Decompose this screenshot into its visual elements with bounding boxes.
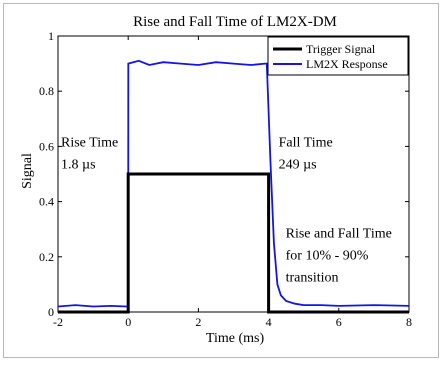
- annotations-layer: Rise Time 1.8 µs Fall Time 249 µs Rise and F…: [61, 135, 392, 285]
- y-tick-label: 0.8: [39, 84, 54, 98]
- series-trigger-signal-line: [58, 172, 409, 314]
- x-tick-label: 6: [336, 315, 342, 329]
- annotation-text: 249 µs: [279, 157, 317, 172]
- annotation-text: Rise and Fall Time: [286, 226, 392, 241]
- annotation-text: Rise Time: [61, 135, 118, 150]
- annotation-text: for 10% - 90%: [286, 249, 369, 264]
- legend-box: [267, 36, 409, 76]
- y-tick-label: 0.6: [39, 139, 54, 153]
- y-tick-label: 0.2: [39, 250, 54, 264]
- legend-entry: Trigger Signal: [306, 42, 376, 56]
- y-tick-label: 0: [48, 305, 54, 319]
- x-axis-label: Time (ms): [206, 331, 265, 346]
- x-tick-label: -2: [53, 315, 63, 329]
- ticks-layer: -2 0 2 4 6 800.20.40.60.81: [39, 29, 412, 329]
- legend-entry: LM2X Response: [306, 57, 388, 71]
- x-tick-label: 2: [195, 315, 201, 329]
- annotation-text: transition: [286, 271, 339, 286]
- y-axis-label: Signal: [20, 153, 35, 189]
- annotation-text: 1.8 µs: [61, 157, 96, 172]
- x-tick-label: 8: [406, 315, 412, 329]
- annotation-text: Fall Time: [279, 135, 333, 150]
- y-tick-label: 1: [48, 29, 54, 43]
- y-tick-label: 0.4: [39, 195, 54, 209]
- chart-title: Rise and Fall Time of LM2X-DM: [133, 14, 337, 30]
- x-tick-label: 4: [266, 315, 272, 329]
- series-layer: [57, 59, 410, 314]
- x-tick-label: 0: [125, 315, 131, 329]
